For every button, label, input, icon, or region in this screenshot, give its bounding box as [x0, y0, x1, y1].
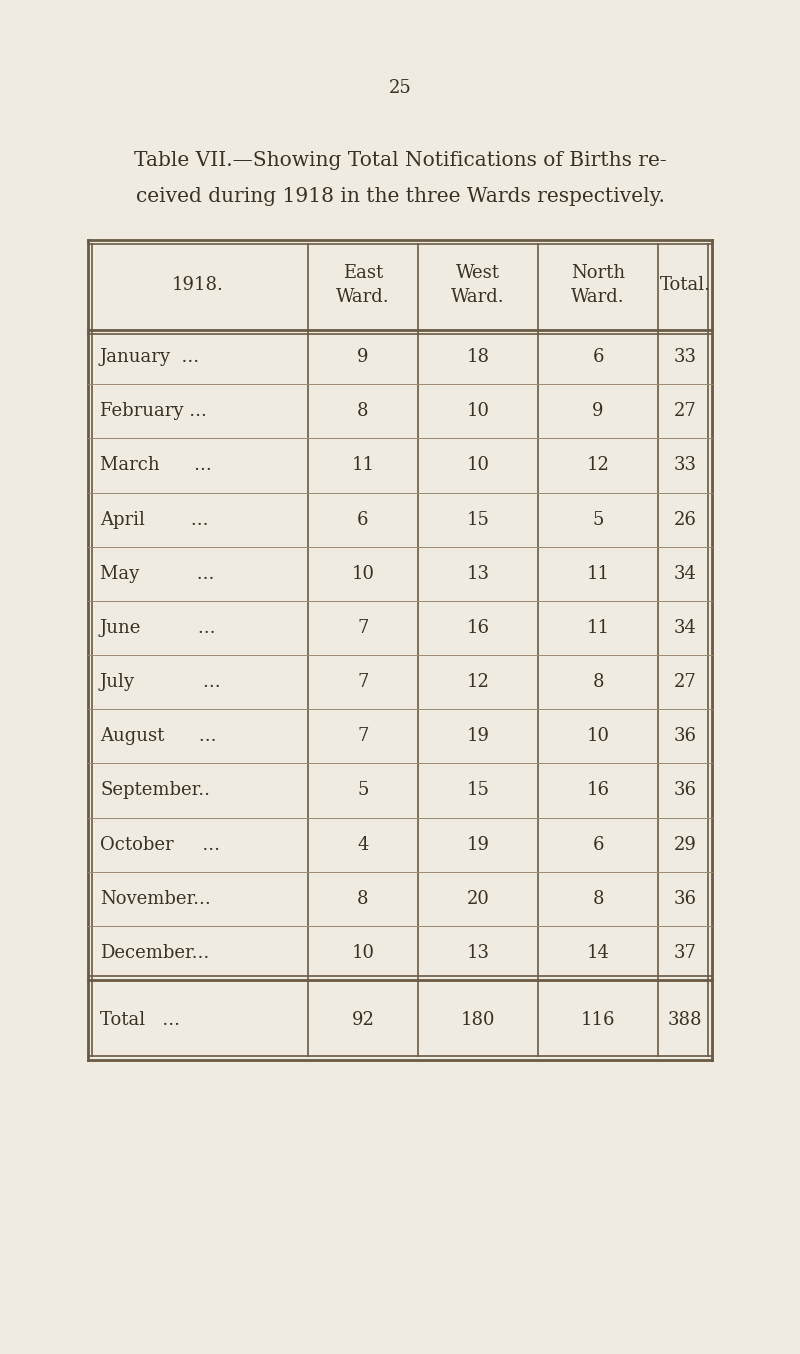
Text: 5: 5	[592, 510, 604, 528]
Text: 7: 7	[358, 727, 369, 745]
Text: 25: 25	[389, 79, 411, 97]
Text: 10: 10	[351, 565, 374, 582]
Text: March      ...: March ...	[100, 456, 212, 474]
Text: July            ...: July ...	[100, 673, 222, 691]
Text: 33: 33	[674, 456, 697, 474]
Text: 5: 5	[358, 781, 369, 799]
Text: 11: 11	[351, 456, 374, 474]
Text: 8: 8	[592, 673, 604, 691]
Text: 12: 12	[586, 456, 610, 474]
Text: 13: 13	[466, 565, 490, 582]
Text: 4: 4	[358, 835, 369, 853]
Text: 8: 8	[592, 890, 604, 907]
Text: 36: 36	[674, 781, 697, 799]
Text: 34: 34	[674, 619, 697, 636]
Text: 11: 11	[586, 619, 610, 636]
Text: 1918.: 1918.	[172, 276, 224, 294]
Text: 7: 7	[358, 673, 369, 691]
Text: North
Ward.: North Ward.	[571, 264, 625, 306]
Text: Total.: Total.	[659, 276, 710, 294]
Text: 18: 18	[466, 348, 490, 366]
Text: 33: 33	[674, 348, 697, 366]
Text: 10: 10	[466, 456, 490, 474]
Text: 10: 10	[466, 402, 490, 420]
Text: 7: 7	[358, 619, 369, 636]
Text: 8: 8	[358, 402, 369, 420]
Text: 14: 14	[586, 944, 610, 961]
Text: 6: 6	[592, 835, 604, 853]
Text: January  ...: January ...	[100, 348, 200, 366]
Text: ceived during 1918 in the three Wards respectively.: ceived during 1918 in the three Wards re…	[135, 187, 665, 206]
Text: May          ...: May ...	[100, 565, 214, 582]
Text: December...: December...	[100, 944, 210, 961]
Text: June          ...: June ...	[100, 619, 217, 636]
Text: April        ...: April ...	[100, 510, 209, 528]
Text: 388: 388	[668, 1011, 702, 1029]
Text: February ...: February ...	[100, 402, 207, 420]
Text: East
Ward.: East Ward.	[336, 264, 390, 306]
Text: 9: 9	[592, 402, 604, 420]
Text: 27: 27	[674, 673, 696, 691]
Text: 6: 6	[358, 510, 369, 528]
Text: 15: 15	[466, 510, 490, 528]
Text: 180: 180	[461, 1011, 495, 1029]
Text: West
Ward.: West Ward.	[451, 264, 505, 306]
Text: 116: 116	[581, 1011, 615, 1029]
Text: August      ...: August ...	[100, 727, 217, 745]
Text: 34: 34	[674, 565, 697, 582]
Text: 8: 8	[358, 890, 369, 907]
Text: Total   ...: Total ...	[100, 1011, 180, 1029]
Text: 6: 6	[592, 348, 604, 366]
Text: 10: 10	[586, 727, 610, 745]
Text: 92: 92	[351, 1011, 374, 1029]
Text: 36: 36	[674, 727, 697, 745]
Text: 16: 16	[586, 781, 610, 799]
Text: 36: 36	[674, 890, 697, 907]
Text: 29: 29	[674, 835, 697, 853]
Text: November...: November...	[100, 890, 210, 907]
Text: September..: September..	[100, 781, 210, 799]
Text: 15: 15	[466, 781, 490, 799]
Text: 37: 37	[674, 944, 697, 961]
Text: 10: 10	[351, 944, 374, 961]
Text: 11: 11	[586, 565, 610, 582]
Text: 9: 9	[358, 348, 369, 366]
Text: 19: 19	[466, 835, 490, 853]
Text: 16: 16	[466, 619, 490, 636]
Text: October     ...: October ...	[100, 835, 220, 853]
Text: 13: 13	[466, 944, 490, 961]
Text: 12: 12	[466, 673, 490, 691]
Text: 27: 27	[674, 402, 696, 420]
Text: 20: 20	[466, 890, 490, 907]
Text: 26: 26	[674, 510, 697, 528]
Text: Table VII.—Showing Total Notifications of Births re-: Table VII.—Showing Total Notifications o…	[134, 150, 666, 169]
Text: 19: 19	[466, 727, 490, 745]
